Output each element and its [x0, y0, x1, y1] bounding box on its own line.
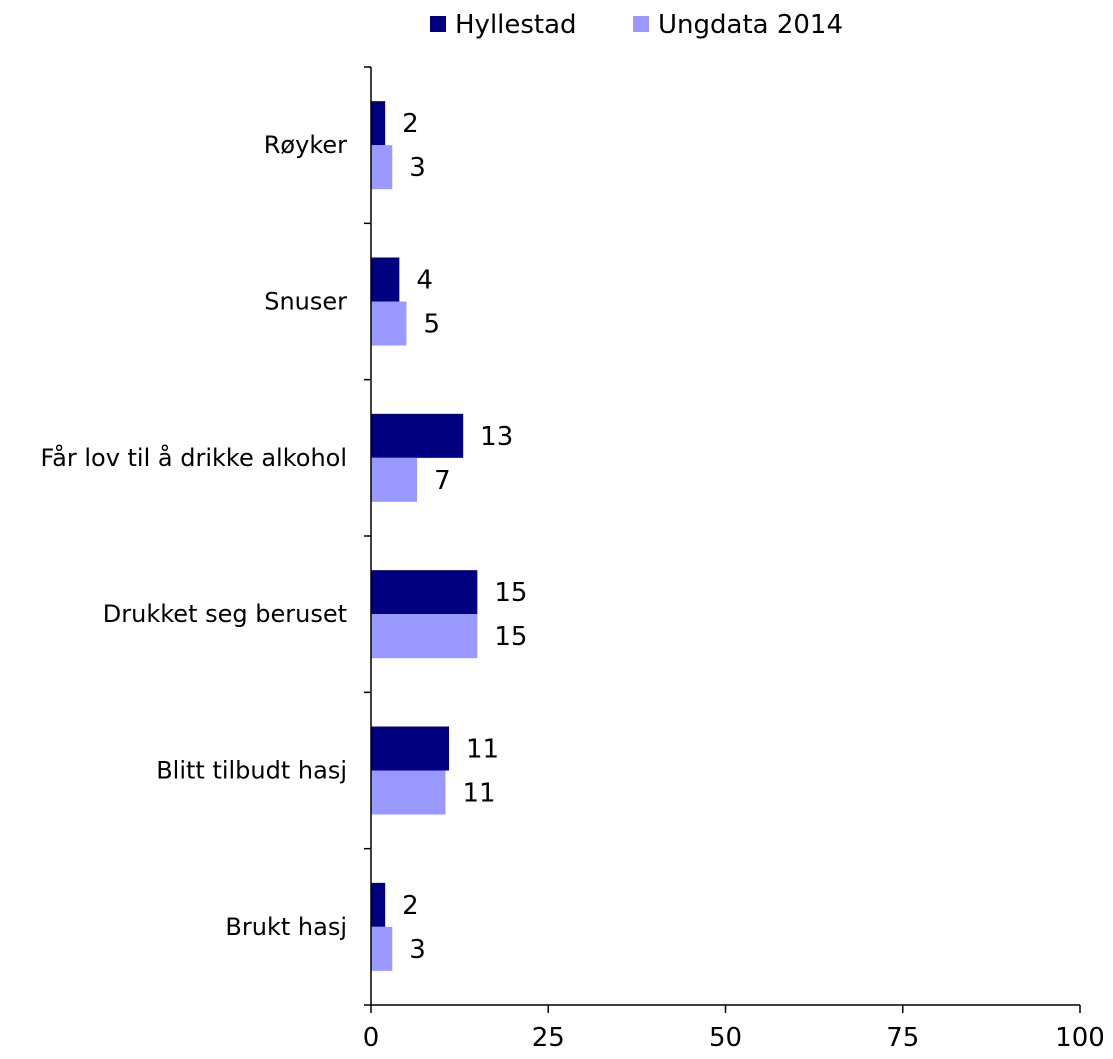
data-label: 2	[402, 891, 419, 921]
data-label: 3	[409, 935, 426, 965]
ticks: Røyker Snuser Får lov til å drikke alkohol…	[41, 66, 1105, 1053]
bar-ungdata-2014	[371, 614, 478, 659]
data-label: 15	[494, 622, 527, 652]
bar-hyllestad	[371, 726, 449, 771]
legend-label: Ungdata 2014	[658, 10, 843, 40]
data-label: 15	[494, 578, 527, 608]
bar-ungdata-2014	[371, 770, 446, 815]
data-label: 2	[402, 109, 419, 139]
bar-hyllestad	[371, 101, 386, 146]
legend-label: Hyllestad	[455, 10, 577, 40]
axes	[370, 67, 1080, 1006]
bar-ungdata-2014	[371, 926, 393, 971]
category-label: Får lov til å drikke alkohol	[41, 443, 347, 472]
data-label: 13	[480, 422, 513, 452]
legend-swatch	[430, 16, 446, 32]
data-label: 4	[416, 266, 433, 296]
bar-ungdata-2014	[371, 145, 393, 190]
bar-hyllestad	[371, 570, 478, 615]
x-tick-label: 75	[886, 1023, 919, 1053]
data-label: 7	[434, 466, 451, 496]
x-tick-label: 25	[532, 1023, 565, 1053]
category-label: Røyker	[264, 131, 347, 159]
x-tick-label: 100	[1055, 1023, 1105, 1053]
category-label: Brukt hasj	[225, 913, 347, 941]
bar-hyllestad	[371, 413, 464, 458]
x-tick-label: 50	[709, 1023, 742, 1053]
legend: Hyllestad Ungdata 2014	[430, 10, 843, 40]
bar-hyllestad	[371, 257, 400, 302]
category-label: Snuser	[264, 288, 347, 316]
data-label: 11	[462, 779, 495, 809]
data-label: 5	[423, 310, 440, 340]
category-label: Drukket seg beruset	[103, 600, 347, 628]
bar-ungdata-2014	[371, 457, 418, 502]
bar-ungdata-2014	[371, 301, 407, 346]
bars: 2 3 4 5 13 7 15 15 11 11 2 3	[371, 101, 527, 971]
data-label: 3	[409, 153, 426, 183]
legend-swatch	[633, 16, 649, 32]
category-label: Blitt tilbudt hasj	[156, 757, 347, 785]
bar-hyllestad	[371, 882, 386, 927]
x-tick-label: 0	[363, 1023, 380, 1053]
data-label: 11	[466, 735, 499, 765]
